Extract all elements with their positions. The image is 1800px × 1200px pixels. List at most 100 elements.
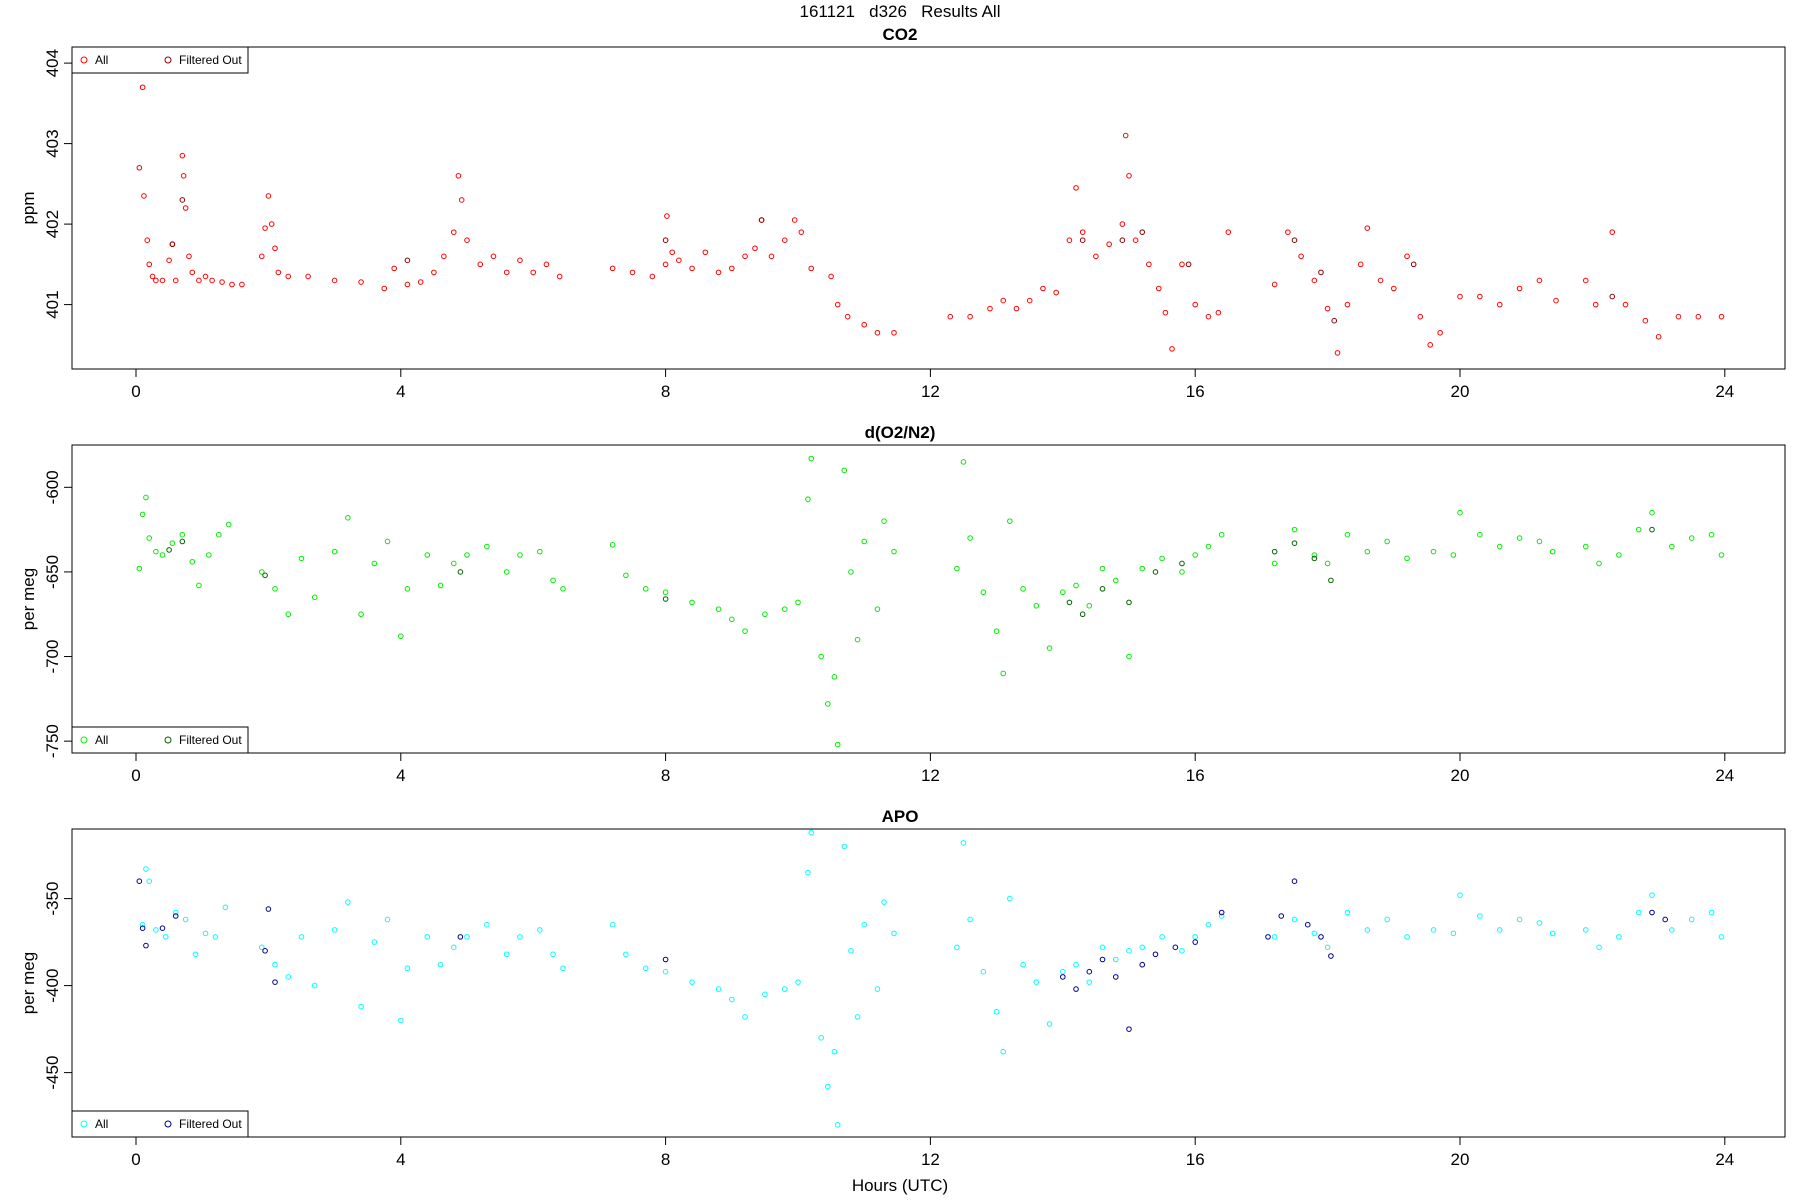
data-point xyxy=(1086,979,1093,985)
data-point xyxy=(1477,531,1483,538)
data-point xyxy=(275,269,282,276)
panel-title: CO2 xyxy=(883,25,918,44)
data-point xyxy=(331,927,338,933)
data-point xyxy=(1053,289,1059,296)
data-point xyxy=(1635,909,1642,916)
data-point xyxy=(649,273,656,280)
legend-marker xyxy=(80,736,88,744)
data-point xyxy=(517,934,523,940)
data-point xyxy=(358,279,364,285)
data-point xyxy=(1384,538,1390,545)
data-point xyxy=(1344,531,1351,538)
data-point xyxy=(609,265,616,272)
data-point xyxy=(206,552,212,558)
data-point xyxy=(854,636,861,643)
data-point xyxy=(1596,560,1602,567)
data-point xyxy=(1179,948,1185,954)
data-point xyxy=(1271,560,1278,567)
data-point xyxy=(609,921,616,928)
data-point xyxy=(1000,297,1007,304)
data-point xyxy=(874,986,881,992)
legend-marker xyxy=(164,56,172,64)
data-point xyxy=(1311,552,1318,558)
data-point xyxy=(715,606,722,612)
data-point xyxy=(143,942,149,949)
data-point xyxy=(490,253,497,260)
data-point xyxy=(1695,313,1702,320)
data-point xyxy=(285,273,292,280)
data-point xyxy=(1271,548,1278,555)
data-point xyxy=(537,927,543,933)
data-point xyxy=(1582,927,1589,933)
data-point xyxy=(795,599,801,606)
x-tick-label: 0 xyxy=(131,1150,140,1169)
data-point xyxy=(229,281,235,288)
y-tick-label: 403 xyxy=(43,129,62,157)
data-point xyxy=(1457,293,1463,300)
data-point xyxy=(1159,934,1165,940)
data-point xyxy=(1649,526,1655,533)
data-point xyxy=(818,653,824,660)
data-point xyxy=(742,1014,748,1020)
y-tick-label: 401 xyxy=(43,290,62,318)
data-point xyxy=(1669,543,1675,550)
data-point xyxy=(1152,569,1159,575)
data-point xyxy=(960,459,967,465)
data-point xyxy=(662,589,669,596)
data-point xyxy=(987,305,993,312)
data-point xyxy=(503,269,510,276)
data-point xyxy=(1099,956,1106,963)
data-point xyxy=(457,934,464,940)
data-point xyxy=(484,921,490,928)
data-point xyxy=(1596,944,1602,951)
data-point xyxy=(1152,951,1159,958)
data-point xyxy=(967,535,973,541)
data-point xyxy=(1331,317,1338,324)
x-tick-label: 0 xyxy=(131,382,140,401)
data-point xyxy=(182,205,189,211)
data-point xyxy=(1179,569,1185,575)
data-point xyxy=(954,944,960,951)
data-point xyxy=(623,572,629,579)
data-point xyxy=(1159,555,1165,562)
data-point xyxy=(153,277,159,284)
data-point xyxy=(881,899,887,905)
data-point xyxy=(550,577,556,584)
series-all xyxy=(136,84,1725,356)
data-point xyxy=(503,951,510,958)
data-point xyxy=(960,840,967,846)
y-axis-title: per meg xyxy=(19,568,38,630)
data-point xyxy=(1086,602,1093,609)
data-point xyxy=(404,281,411,288)
data-point xyxy=(1324,944,1331,951)
legend-box xyxy=(71,726,249,754)
data-point xyxy=(1073,185,1079,191)
data-point xyxy=(1430,548,1437,555)
data-point xyxy=(1318,269,1324,276)
panel-2: APO 0 4 8 12 16 20 24 -350 -400 -450 per meg All Filt… xyxy=(19,807,1786,1169)
data-point xyxy=(1192,552,1198,558)
data-point xyxy=(417,279,424,285)
data-point xyxy=(1066,599,1073,606)
data-point xyxy=(166,257,172,264)
legend-label: All xyxy=(95,53,108,67)
data-point xyxy=(1007,895,1013,902)
data-point xyxy=(752,245,758,252)
data-point xyxy=(1007,518,1013,524)
data-point xyxy=(1073,582,1079,589)
data-point xyxy=(169,540,176,546)
data-point xyxy=(861,538,868,545)
data-point xyxy=(298,555,305,562)
series-all xyxy=(139,829,1725,1128)
data-point xyxy=(212,934,219,940)
data-point xyxy=(768,253,775,260)
data-point xyxy=(1079,237,1086,243)
data-point xyxy=(993,1008,1000,1015)
data-point xyxy=(758,217,765,223)
data-point xyxy=(1549,930,1556,937)
data-point xyxy=(1344,909,1351,916)
data-point xyxy=(1013,305,1020,312)
x-tick-label: 20 xyxy=(1451,382,1470,401)
data-point xyxy=(1119,237,1126,243)
data-point xyxy=(149,273,156,280)
